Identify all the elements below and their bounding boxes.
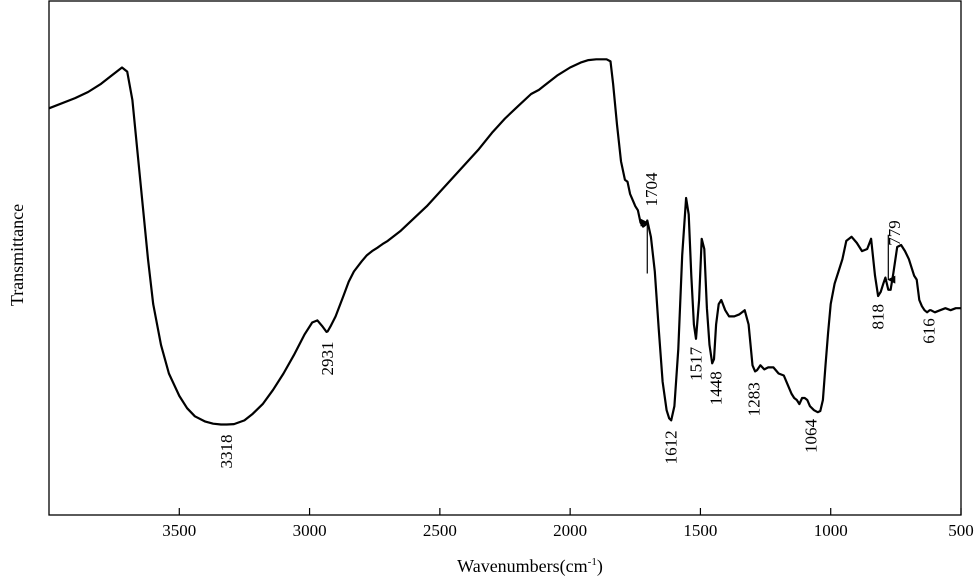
- series-group: [48, 58, 961, 426]
- x-axis-ticks: 3500 3000 2500 2000 1500 1000 500: [162, 508, 974, 540]
- x-tick-label: 3000: [293, 521, 327, 540]
- x-tick-label: 2500: [423, 521, 457, 540]
- x-axis-label-prefix: Wavenumbers(cm: [457, 556, 588, 576]
- x-tick-label: 1000: [814, 521, 848, 540]
- peak-label-3318: 3318: [217, 434, 236, 468]
- x-tick-label: 3500: [162, 521, 196, 540]
- peak-label-616: 616: [919, 318, 938, 344]
- x-tick-label: 1500: [683, 521, 717, 540]
- peak-label-779: 779: [885, 220, 904, 246]
- x-tick-label: 2000: [553, 521, 587, 540]
- peak-label-818: 818: [869, 304, 888, 330]
- peak-label-1448: 1448: [706, 371, 725, 405]
- peak-label-2931: 2931: [318, 341, 337, 375]
- y-axis-label: Transmittance: [7, 203, 27, 307]
- peak-label-1517: 1517: [686, 346, 705, 381]
- x-tick-label: 500: [948, 521, 974, 540]
- annotation-arrows: [640, 218, 896, 284]
- peak-label-1612: 1612: [662, 430, 681, 464]
- x-axis-label: Wavenumbers(cm-1): [380, 556, 680, 577]
- peak-label-1704: 1704: [642, 172, 661, 207]
- x-axis-label-sup: -1: [587, 556, 597, 568]
- peak-label-1064: 1064: [802, 419, 821, 454]
- x-axis-label-suffix: ): [596, 556, 603, 576]
- plot-frame: [48, 0, 962, 516]
- peak-label-1283: 1283: [744, 382, 763, 416]
- spectrum-line: [48, 58, 961, 426]
